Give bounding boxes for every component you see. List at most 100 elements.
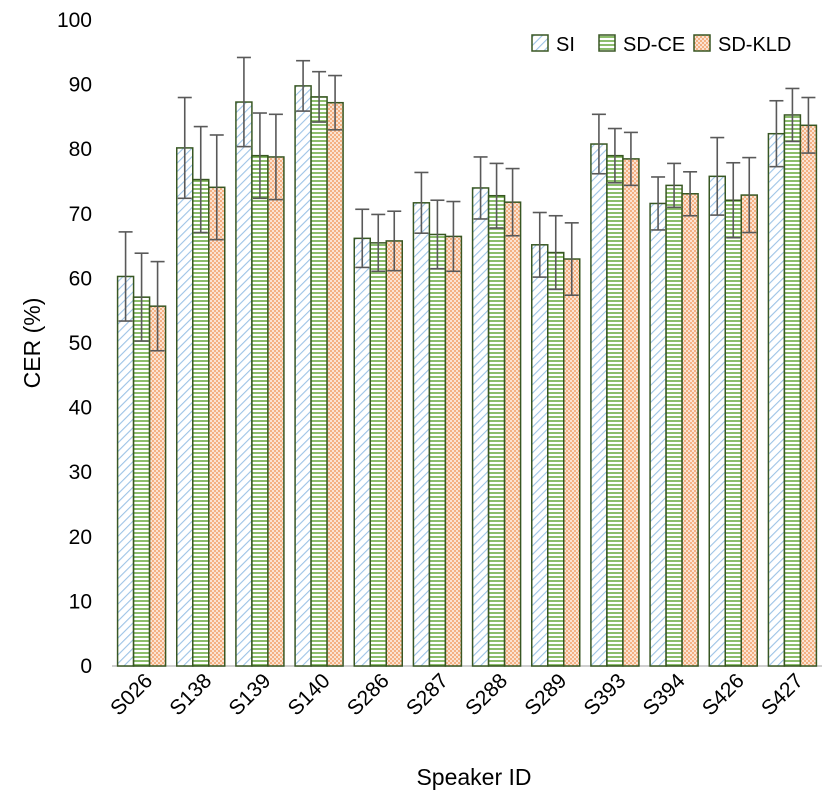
bar-si-s287 xyxy=(412,202,431,667)
bar-sd-kld-s426 xyxy=(740,194,758,667)
bar-sd-ce-s138 xyxy=(192,178,210,667)
bar-si-s394 xyxy=(649,202,667,667)
error-bar-sd-ce-s139 xyxy=(252,112,267,200)
error-bar-sd-ce-s289 xyxy=(548,214,563,291)
y-tick-label: 60 xyxy=(69,267,92,290)
error-bar-sd-ce-s427 xyxy=(785,87,800,143)
y-tick-label: 80 xyxy=(69,138,92,161)
legend-label-sd-kld: SD-KLD xyxy=(718,34,791,56)
error-bar-si-s394 xyxy=(651,176,666,231)
legend: SI SD-CE SD-KLD xyxy=(531,34,791,56)
error-bar-sd-kld-s138 xyxy=(209,134,224,241)
bar-si-s289 xyxy=(531,244,549,667)
legend-label-sd-ce: SD-CE xyxy=(623,34,685,56)
y-tick-label: 0 xyxy=(80,655,92,678)
x-tick-label-s140: S140 xyxy=(284,669,335,720)
error-bar-si-s426 xyxy=(710,136,725,216)
error-bar-sd-ce-s288 xyxy=(489,162,504,229)
bar-sd-kld-s139 xyxy=(267,156,285,667)
bar-si-s140 xyxy=(294,85,312,667)
error-bar-si-s026 xyxy=(118,231,133,322)
error-bar-sd-kld-s286 xyxy=(387,210,402,272)
bar-sd-kld-s140 xyxy=(326,101,344,667)
bars xyxy=(116,85,818,667)
error-bar-sd-kld-s426 xyxy=(742,156,757,234)
error-bar-si-s427 xyxy=(769,99,784,168)
error-bar-sd-ce-s287 xyxy=(430,199,445,270)
error-bar-si-s289 xyxy=(532,211,547,278)
error-bar-si-s140 xyxy=(296,59,311,112)
bar-sd-kld-s138 xyxy=(208,186,226,667)
legend-label-si: SI xyxy=(556,34,575,56)
error-bar-si-s139 xyxy=(236,56,251,148)
error-bar-si-s286 xyxy=(355,208,370,269)
legend-item-si: SI xyxy=(531,34,575,56)
legend-item-sd-kld: SD-KLD xyxy=(693,34,791,56)
bar-si-s138 xyxy=(176,147,194,667)
bar-si-s286 xyxy=(353,237,371,667)
x-tick-label-s289: S289 xyxy=(520,669,571,720)
legend-item-sd-ce: SD-CE xyxy=(598,34,685,56)
error-bar-sd-ce-s393 xyxy=(607,127,622,184)
bar-si-s026 xyxy=(116,275,135,667)
error-bar-sd-kld-s427 xyxy=(801,96,816,154)
error-bars xyxy=(118,56,816,352)
error-bar-sd-kld-s140 xyxy=(328,74,343,131)
bar-si-s426 xyxy=(708,175,726,667)
x-tick-label-s286: S286 xyxy=(343,669,394,720)
x-tick-label-s288: S288 xyxy=(461,669,512,720)
bar-sd-ce-s427 xyxy=(783,114,802,667)
x-axis-ticks: S026 S138 S139 S140 S286 S287 S288 S289 S393 S394… xyxy=(106,669,808,720)
bar-sd-kld-s026 xyxy=(148,305,167,667)
error-bar-sd-ce-s286 xyxy=(371,213,386,273)
legend-swatch-si xyxy=(531,34,549,52)
bar-sd-ce-s287 xyxy=(428,233,447,667)
legend-swatch-sd-kld xyxy=(693,34,711,52)
error-bar-sd-kld-s288 xyxy=(505,167,520,237)
x-tick-label-s287: S287 xyxy=(402,669,453,720)
error-bar-sd-kld-s139 xyxy=(268,113,283,201)
y-axis-title: CER (%) xyxy=(19,298,45,389)
error-bar-sd-ce-s138 xyxy=(193,125,208,234)
bar-sd-kld-s288 xyxy=(503,201,522,667)
error-bar-sd-ce-s394 xyxy=(667,162,682,209)
x-tick-label-s427: S427 xyxy=(757,669,808,720)
x-tick-label-s139: S139 xyxy=(225,669,276,720)
error-bar-si-s287 xyxy=(414,171,429,234)
bar-sd-ce-s286 xyxy=(369,242,387,667)
bar-sd-ce-s026 xyxy=(132,296,151,667)
bar-sd-ce-s393 xyxy=(606,154,624,667)
bar-sd-kld-s286 xyxy=(385,240,403,667)
y-tick-label: 40 xyxy=(69,397,92,420)
bar-sd-kld-s289 xyxy=(563,258,581,667)
bar-sd-kld-s427 xyxy=(799,124,818,667)
y-tick-label: 70 xyxy=(69,203,92,226)
error-bar-si-s393 xyxy=(591,113,606,175)
bar-sd-ce-s289 xyxy=(547,251,565,667)
bar-sd-kld-s394 xyxy=(681,193,699,667)
error-bar-si-s288 xyxy=(473,156,488,220)
x-axis-title: Speaker ID xyxy=(416,764,531,790)
y-tick-label: 10 xyxy=(69,590,92,613)
y-tick-label: 20 xyxy=(69,526,92,549)
bar-sd-ce-s394 xyxy=(665,184,683,667)
error-bar-sd-kld-s394 xyxy=(683,171,698,217)
bar-sd-ce-s139 xyxy=(251,154,269,667)
bar-sd-ce-s288 xyxy=(487,194,506,667)
bar-sd-kld-s393 xyxy=(622,158,640,667)
error-bar-sd-ce-s426 xyxy=(726,161,741,239)
error-bar-sd-kld-s393 xyxy=(623,131,638,187)
bar-si-s139 xyxy=(235,101,253,667)
error-bar-sd-kld-s287 xyxy=(446,200,461,273)
x-tick-label-s426: S426 xyxy=(698,669,749,720)
bar-sd-ce-s140 xyxy=(310,96,328,667)
error-bar-si-s138 xyxy=(177,96,192,200)
x-tick-label-s138: S138 xyxy=(165,669,216,720)
error-bar-sd-kld-s289 xyxy=(564,222,579,296)
legend-swatch-sd-ce xyxy=(598,34,616,52)
y-axis-ticks: 0 10 20 30 40 50 60 70 80 90 100 xyxy=(57,9,92,678)
error-bar-sd-ce-s140 xyxy=(312,70,327,123)
x-tick-label-s026: S026 xyxy=(106,669,157,720)
bar-sd-ce-s426 xyxy=(724,199,742,667)
